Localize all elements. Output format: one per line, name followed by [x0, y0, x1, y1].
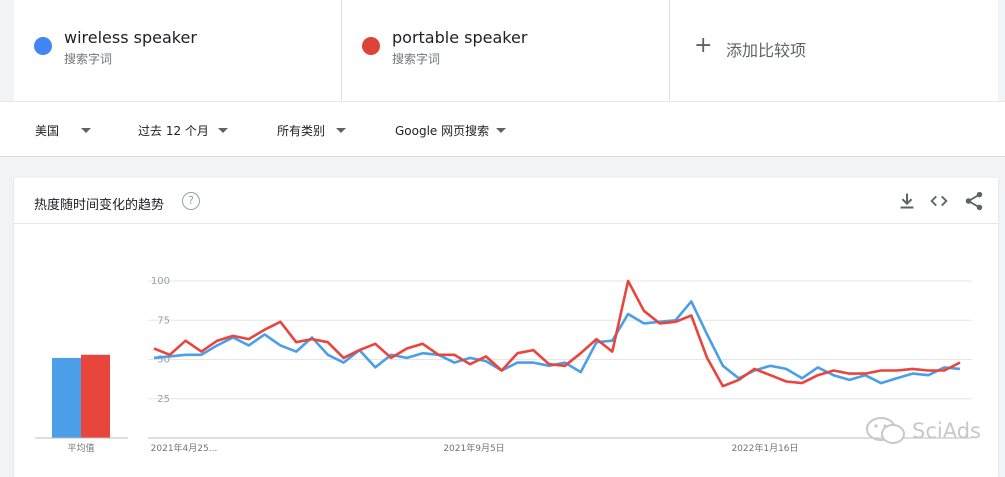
search-term-card-wireless-speaker[interactable]: wireless speaker 搜索字词 — [14, 0, 342, 101]
add-comparison-button[interactable]: + 添加比较项 — [670, 0, 998, 101]
caret-down-icon — [496, 128, 507, 133]
caret-down-icon — [336, 128, 347, 133]
series-color-dot — [362, 37, 380, 55]
y-tick-label: 100 — [151, 276, 170, 287]
y-axis-ticks: 25 50 75 100 — [151, 276, 170, 405]
category-filter[interactable]: 所有类别 — [277, 122, 347, 139]
search-term-name[interactable]: portable speaker — [392, 28, 528, 47]
search-type-filter[interactable]: Google 网页搜索 — [395, 122, 507, 139]
wechat-icon — [866, 417, 905, 444]
caret-down-icon — [217, 128, 228, 133]
x-axis-ticks: 2021年4月25... 2021年9月5日 2022年1月16日 — [151, 442, 799, 454]
y-tick-label: 50 — [157, 355, 170, 366]
time-range-filter[interactable]: 过去 12 个月 — [138, 122, 228, 139]
search-term-type: 搜索字词 — [64, 52, 113, 66]
caret-down-icon — [81, 128, 92, 133]
category-filter-label: 所有类别 — [277, 124, 326, 138]
share-icon[interactable] — [963, 190, 985, 212]
watermark-text: SciAds — [912, 419, 981, 443]
average-bar-label: 平均值 — [67, 442, 94, 454]
card-title: 热度随时间变化的趋势 — [34, 198, 165, 213]
region-filter-label: 美国 — [35, 124, 60, 138]
average-bars: 平均值 — [35, 354, 128, 454]
series-color-dot — [34, 37, 52, 55]
x-tick-label: 2022年1月16日 — [731, 442, 798, 454]
chart-series — [153, 279, 961, 388]
chart-gridlines — [148, 280, 972, 439]
x-tick-label: 2021年4月25... — [151, 442, 218, 454]
search-type-filter-label: Google 网页搜索 — [395, 124, 490, 138]
search-term-card-portable-speaker[interactable]: portable speaker 搜索字词 — [342, 0, 670, 101]
watermark: SciAds — [864, 416, 981, 446]
series-line-portable-speaker — [153, 279, 961, 388]
card-header: 热度随时间变化的趋势 ? — [14, 178, 998, 224]
search-term-type: 搜索字词 — [392, 52, 441, 66]
time-range-filter-label: 过去 12 个月 — [138, 124, 209, 138]
plus-icon: + — [694, 33, 713, 58]
average-bar-wireless-speaker — [52, 357, 81, 438]
x-tick-label: 2021年9月5日 — [443, 442, 504, 454]
region-filter[interactable]: 美国 — [35, 122, 92, 139]
comparison-bar: wireless speaker 搜索字词 portable speaker 搜… — [14, 0, 998, 101]
average-bar-portable-speaker — [81, 354, 110, 438]
y-tick-label: 25 — [157, 394, 170, 405]
filter-bar: 美国 过去 12 个月 所有类别 Google 网页搜索 — [0, 101, 1005, 157]
y-tick-label: 75 — [157, 315, 170, 326]
add-comparison-label: 添加比较项 — [726, 41, 807, 60]
interest-over-time-card: 热度随时间变化的趋势 ? — [14, 178, 998, 477]
embed-icon[interactable] — [928, 190, 950, 212]
download-icon[interactable] — [896, 190, 918, 212]
help-icon[interactable]: ? — [182, 192, 200, 210]
search-term-name[interactable]: wireless speaker — [64, 28, 197, 47]
